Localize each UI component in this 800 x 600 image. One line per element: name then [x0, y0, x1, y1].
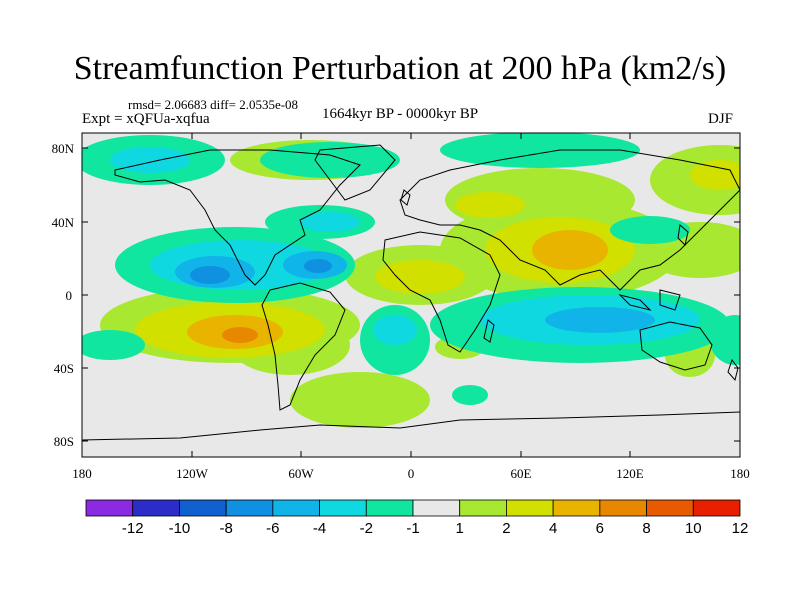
- lon-label-60w: 60W: [288, 466, 314, 481]
- lat-label-80n: 80N: [52, 141, 75, 156]
- colorbar-label: -1: [406, 520, 419, 537]
- colorbar-swatch: [599, 499, 647, 517]
- colorbar-label: 4: [549, 520, 557, 537]
- axis-ticks: [82, 133, 740, 457]
- map-title: Streamfunction Perturbation at 200 hPa (…: [73, 50, 727, 87]
- colorbar-label: 10: [685, 520, 702, 537]
- lat-label-40n: 40N: [52, 215, 75, 230]
- colorbar-label: 8: [642, 520, 650, 537]
- latitude-labels: 80N 40N 0 40S 80S: [52, 141, 75, 449]
- lat-label-80s: 80S: [54, 434, 74, 449]
- colorbar-label: 2: [502, 520, 510, 537]
- lon-label-60e: 60E: [511, 466, 532, 481]
- colorbar-swatch: [692, 499, 741, 517]
- negative-contours-4: [190, 259, 332, 284]
- colorbar-swatch: [319, 499, 367, 517]
- colorbar-swatch: [179, 499, 227, 517]
- stats-text: rmsd= 2.06683 diff= 2.0535e-08: [128, 97, 299, 112]
- experiment-label: Expt = xQFUa-xqfua: [82, 111, 210, 127]
- colorbar-label: -6: [266, 520, 279, 537]
- period-label: 1664kyr BP - 0000kyr BP: [322, 106, 479, 122]
- colorbar-swatch: [506, 499, 554, 517]
- colorbar-swatch: [412, 499, 461, 517]
- lat-label-40s: 40S: [54, 361, 74, 376]
- coastlines: [82, 144, 740, 441]
- lon-label-180w: 180: [72, 466, 92, 481]
- colorbar-swatch: [552, 499, 601, 517]
- colorbar-label: 12: [732, 520, 749, 537]
- colorbar-swatch: [646, 499, 694, 517]
- lon-label-180e: 180: [730, 466, 750, 481]
- colorbar-swatch: [459, 499, 507, 517]
- colorbar-label: -8: [219, 520, 232, 537]
- lon-label-120e: 120E: [616, 466, 644, 481]
- colorbar-swatch: [85, 499, 134, 517]
- lon-label-0: 0: [408, 466, 415, 481]
- map-area: [82, 133, 740, 457]
- colorbar-swatch: [132, 499, 180, 517]
- longitude-labels: 180 120W 60W 0 60E 120E 180: [72, 466, 750, 481]
- positive-contours-4: [222, 327, 258, 343]
- colorbar-label: 6: [596, 520, 604, 537]
- colorbar-swatch: [272, 499, 320, 517]
- colorbar-label: -2: [360, 520, 373, 537]
- colorbar-label: 1: [456, 520, 464, 537]
- colorbar-label: -10: [169, 520, 191, 537]
- colorbar: -12 -10 -8 -6 -4 -2 -1 1 2 4 6 8 10 12: [85, 499, 749, 537]
- colorbar-label: -12: [122, 520, 144, 537]
- season-label: DJF: [708, 111, 734, 127]
- colorbar-swatch: [225, 499, 274, 517]
- colorbar-label: -4: [313, 520, 326, 537]
- lat-label-0: 0: [66, 288, 73, 303]
- lon-label-120w: 120W: [176, 466, 209, 481]
- colorbar-swatch: [365, 499, 414, 517]
